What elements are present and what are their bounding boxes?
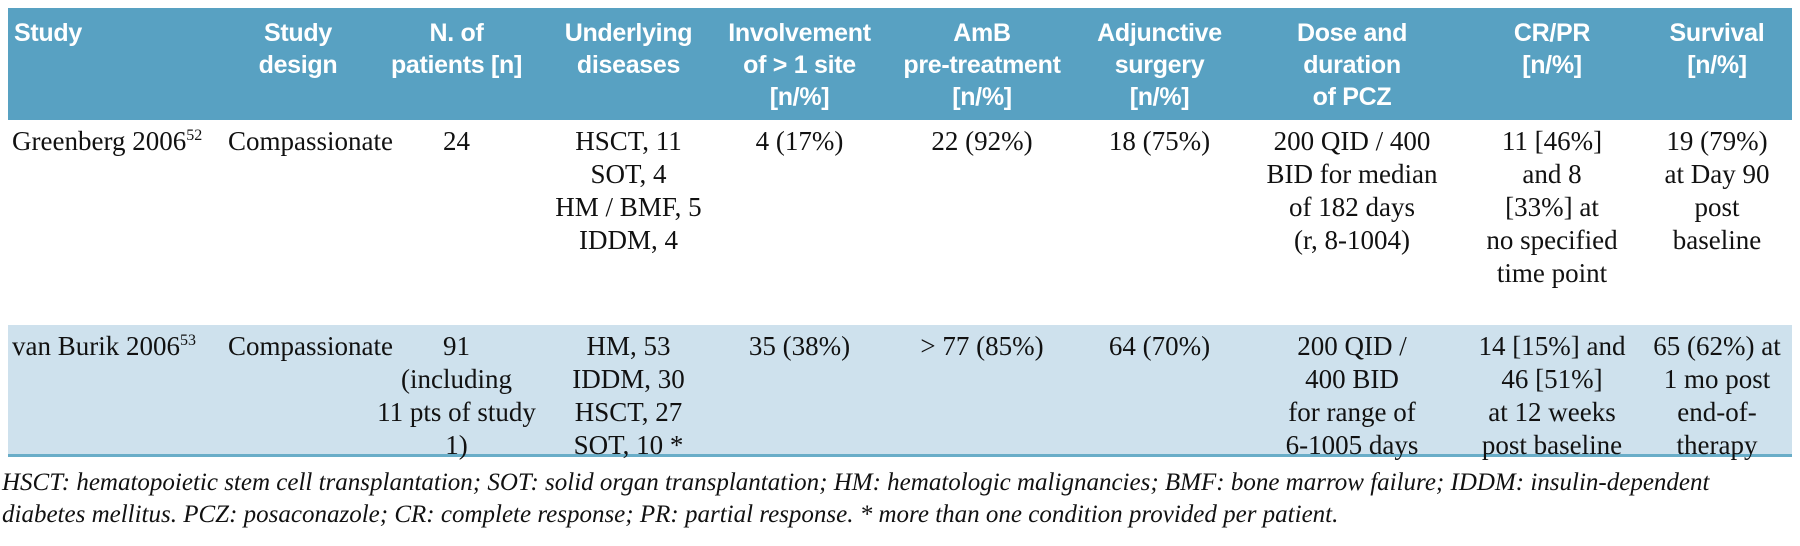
table-cell: 18 (75%): [1108, 126, 1211, 156]
table-cell: Compassionate: [228, 331, 393, 361]
study-reference-number: 52: [186, 127, 203, 144]
header-cell: Adjunctive surgery [n/%]: [1097, 19, 1222, 111]
header-cell: Dose and duration of PCZ: [1296, 19, 1408, 111]
header-cell: Underlying diseases: [564, 19, 693, 79]
table-cell: > 77 (85%): [920, 331, 1044, 361]
table-cell: 19 (79%) at Day 90 post baseline: [1664, 126, 1770, 255]
table-cell: Compassionate: [228, 126, 393, 156]
study-cell: van Burik 200653: [8, 325, 228, 462]
table-cell: 14 [15%] and 46 [51%] at 12 weeks post b…: [1478, 331, 1626, 460]
header-cell: CR/PR [n/%]: [1513, 19, 1591, 79]
table-cell: 91 (including 11 pts of study 1): [377, 331, 536, 460]
table-cell: HSCT, 11 SOT, 4 HM / BMF, 5 IDDM, 4: [555, 126, 702, 255]
study-name: Greenberg 2006: [12, 126, 187, 156]
table-row: Greenberg 200652 Compassionate 24 HSCT, 11 …: [8, 120, 1792, 325]
table-cell: 65 (62%) at 1 mo post end-of- therapy: [1653, 331, 1781, 460]
header-cell: AmB pre-treatment [n/%]: [903, 19, 1061, 111]
header-cell: Study design: [258, 19, 338, 79]
studies-table: Study Study design N. of patients [n] Under…: [8, 8, 1792, 460]
table-footnote: HSCT: hematopoietic stem cell transplant…: [2, 469, 1710, 528]
table-cell: 24: [443, 126, 470, 156]
header-cell: Study: [14, 19, 82, 47]
table-cell: 11 [46%] and 8 [33%] at no specified tim…: [1486, 126, 1618, 288]
table-cell: 200 QID / 400 BID for median of 182 days…: [1266, 126, 1438, 255]
table-cell: 200 QID / 400 BID for range of 6-1005 da…: [1285, 331, 1419, 460]
table-cell: 35 (38%): [748, 331, 851, 361]
table-cell: 4 (17%): [755, 126, 844, 156]
table-row: van Burik 200653 Compassionate 91 (includi…: [8, 325, 1792, 460]
table-cell: 64 (70%): [1108, 331, 1211, 361]
header-cell: Survival [n/%]: [1669, 19, 1765, 79]
table-cell: 22 (92%): [931, 126, 1033, 156]
study-name: van Burik 2006: [12, 331, 180, 361]
study-cell: Greenberg 200652: [8, 120, 228, 325]
header-cell: Involvement of > 1 site [n/%]: [728, 19, 871, 111]
table-cell: HM, 53 IDDM, 30 HSCT, 27 SOT, 10 *: [572, 331, 685, 460]
table-header-row: Study Study design N. of patients [n] Under…: [8, 8, 1792, 120]
study-reference-number: 53: [180, 332, 196, 349]
header-cell: N. of patients [n]: [390, 19, 523, 79]
